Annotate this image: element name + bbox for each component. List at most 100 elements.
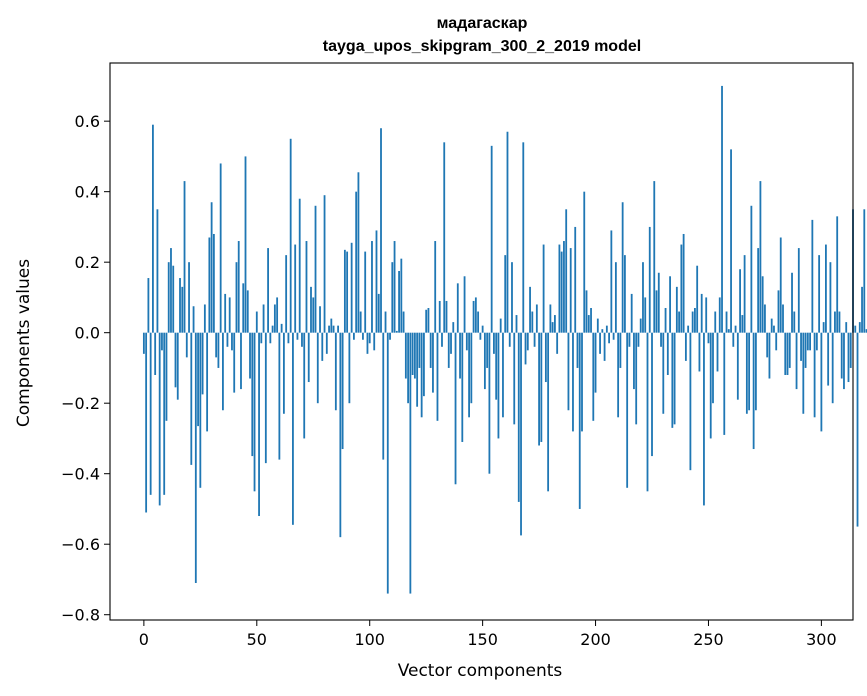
bar-22 (192, 306, 195, 333)
bar-140 (459, 332, 461, 379)
bar-82 (328, 325, 330, 333)
bar-17 (181, 286, 184, 333)
bar-58 (273, 304, 276, 333)
bar-237 (678, 311, 681, 333)
bar-222 (644, 297, 647, 333)
bar-241 (687, 325, 690, 333)
bar-183 (556, 332, 559, 354)
bar-172 (531, 311, 534, 333)
bar-290 (797, 248, 800, 333)
bar-208 (612, 332, 615, 340)
chart-title: мадагаскар (437, 15, 528, 32)
bar-45 (244, 156, 247, 333)
bar-196 (585, 290, 588, 333)
bar-125 (425, 309, 428, 333)
bar-182 (553, 315, 556, 333)
bar-163 (511, 262, 513, 333)
bar-303 (827, 332, 830, 386)
bar-251 (709, 332, 712, 439)
bar-112 (395, 330, 398, 333)
bar-115 (402, 311, 405, 333)
bar-261 (732, 332, 735, 347)
bar-289 (795, 332, 798, 390)
bar-200 (594, 332, 597, 393)
bar-63 (285, 255, 288, 333)
bar-41 (235, 262, 238, 333)
bar-139 (456, 283, 459, 333)
y-tick-label-6: 0.4 (75, 183, 100, 202)
bar-4 (152, 124, 154, 333)
bar-145 (470, 332, 473, 404)
bar-12 (170, 248, 172, 333)
bar-283 (782, 304, 784, 333)
bar-317 (858, 322, 861, 333)
bar-176 (540, 332, 543, 442)
bar-108 (386, 332, 389, 594)
bar-69 (298, 198, 301, 333)
y-tick-label-3: −0.2 (61, 394, 100, 413)
bar-6 (156, 209, 159, 333)
bar-225 (651, 332, 653, 457)
bar-53 (262, 304, 265, 333)
bar-14 (174, 332, 177, 388)
bar-260 (730, 149, 732, 333)
bar-220 (639, 318, 642, 333)
bar-166 (517, 332, 520, 502)
bar-103 (375, 230, 378, 333)
bar-316 (856, 332, 859, 527)
bar-124 (423, 332, 425, 397)
bars-group (142, 85, 867, 594)
bar-153 (488, 332, 491, 474)
y-axis: −0.8 −0.6 −0.4 −0.2 0.0 0.2 0.4 0.6 (61, 112, 110, 625)
bar-272 (757, 248, 760, 333)
bar-286 (788, 332, 791, 368)
bar-9 (163, 332, 166, 495)
bar-287 (791, 272, 793, 333)
bar-90 (346, 251, 349, 333)
bar-162 (508, 332, 511, 347)
bar-198 (590, 308, 592, 333)
bar-119 (411, 332, 414, 375)
bar-178 (544, 332, 547, 383)
bar-209 (614, 262, 617, 333)
bar-319 (863, 209, 866, 333)
bar-35 (222, 332, 224, 411)
bar-274 (761, 276, 764, 333)
bar-282 (779, 237, 782, 333)
bar-206 (608, 332, 610, 344)
bar-80 (323, 195, 326, 333)
bar-243 (691, 311, 694, 333)
bar-107 (384, 311, 387, 333)
bar-122 (418, 332, 421, 368)
bar-43 (240, 332, 242, 390)
x-tick-label-150: 150 (467, 630, 498, 649)
bar-152 (486, 332, 489, 368)
bar-217 (633, 332, 635, 390)
bar-39 (231, 332, 233, 351)
bar-285 (786, 332, 789, 375)
bar-189 (569, 248, 572, 333)
bar-0 (142, 332, 145, 354)
bar-92 (350, 242, 353, 333)
bar-228 (657, 272, 660, 333)
bar-73 (307, 332, 310, 383)
y-tick-label-5: 0.2 (75, 253, 100, 272)
bar-309 (840, 332, 843, 379)
bar-197 (587, 315, 590, 333)
bar-146 (472, 300, 475, 333)
bar-175 (538, 332, 540, 446)
bar-89 (343, 249, 346, 333)
bar-307 (836, 216, 839, 333)
bar-102 (373, 332, 376, 351)
bar-104 (377, 293, 380, 333)
bar-44 (242, 283, 245, 333)
bar-47 (249, 332, 251, 379)
bar-284 (784, 332, 787, 375)
bar-79 (321, 332, 324, 361)
bar-75 (312, 297, 315, 333)
bar-106 (382, 332, 385, 460)
bar-120 (413, 332, 416, 379)
bar-255 (718, 297, 721, 333)
bar-310 (843, 332, 845, 390)
